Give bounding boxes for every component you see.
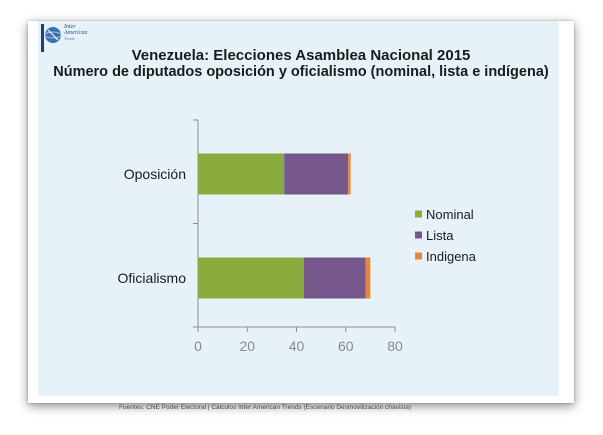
legend-label-lista: Lista — [426, 228, 454, 243]
logo-text: Inter American Trends — [64, 24, 87, 42]
chart-title: Venezuela: Elecciones Asamblea Nacional … — [131, 47, 471, 64]
bar-oposición-nominal — [198, 153, 285, 195]
logo-line-1: Inter — [64, 24, 76, 30]
category-label-1: Oficialismo — [118, 270, 187, 286]
x-tick-label-20: 20 — [239, 338, 255, 354]
footer-source: Fuentes: CNE Poder Electoral | Cálculos … — [119, 404, 412, 411]
bar-oficialismo-indigena — [365, 257, 371, 299]
bar-oficialismo-nominal — [198, 257, 304, 299]
legend-swatch-indigena — [415, 252, 422, 260]
x-tick-label-0: 0 — [194, 338, 202, 354]
bar-oposición-indigena — [348, 153, 351, 195]
x-tick-label-40: 40 — [289, 338, 305, 354]
legend-label-nominal: Nominal — [426, 207, 474, 222]
x-tick-label-80: 80 — [387, 338, 403, 354]
legend-label-indigena: Indigena — [426, 249, 477, 264]
logo-line-3: Trends — [64, 36, 75, 41]
chart-subtitle: Número de diputados oposición y oficiali… — [53, 64, 549, 80]
slide: Inter American Trends Venezuela: Eleccio… — [28, 21, 574, 411]
logo: Inter American Trends — [40, 24, 100, 52]
slide-background — [38, 21, 559, 396]
bar-oficialismo-lista — [303, 257, 366, 299]
x-tick-label-60: 60 — [338, 338, 354, 354]
category-label-0: Oposición — [124, 166, 186, 182]
logo-line-2: American — [64, 30, 88, 36]
bar-oposición-lista — [284, 153, 349, 195]
globe-logo-icon — [41, 24, 62, 52]
legend-swatch-nominal — [415, 210, 422, 218]
legend-swatch-lista — [415, 231, 422, 239]
